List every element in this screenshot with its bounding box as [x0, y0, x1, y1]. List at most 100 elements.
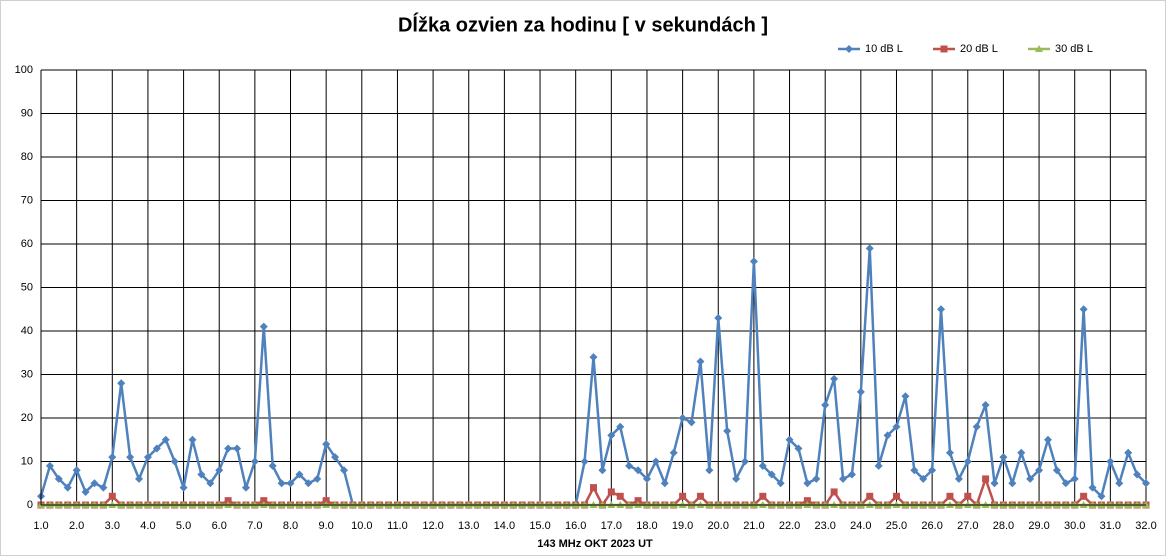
- point: [580, 457, 589, 466]
- x-tick-label: 22.0: [779, 520, 800, 532]
- point: [54, 474, 63, 483]
- point: [740, 457, 749, 466]
- x-tick-label: 21.0: [743, 520, 764, 532]
- point: [1079, 305, 1088, 314]
- x-tick-label: 8.0: [283, 520, 298, 532]
- point: [250, 457, 259, 466]
- point: [170, 457, 179, 466]
- point: [268, 461, 277, 470]
- point: [892, 492, 900, 500]
- point: [1142, 479, 1150, 488]
- point: [901, 392, 910, 401]
- point: [1017, 448, 1026, 457]
- point: [90, 479, 99, 488]
- x-tick-label: 4.0: [140, 520, 155, 532]
- x-tick-label: 24.0: [850, 520, 871, 532]
- point: [999, 453, 1008, 462]
- x-tick-label: 31.0: [1100, 520, 1121, 532]
- point: [714, 313, 723, 322]
- point: [874, 461, 883, 470]
- point: [1088, 483, 1097, 492]
- point: [589, 353, 598, 362]
- y-tick-label: 50: [21, 281, 33, 293]
- x-tick-label: 17.0: [601, 520, 622, 532]
- point: [108, 453, 117, 462]
- legend-label: 30 dB L: [1055, 43, 1093, 55]
- point: [803, 497, 811, 505]
- point: [616, 422, 625, 431]
- point: [286, 479, 295, 488]
- x-tick-label: 5.0: [176, 520, 191, 532]
- point: [803, 479, 812, 488]
- point: [634, 466, 643, 475]
- point: [331, 453, 340, 462]
- point: [945, 448, 954, 457]
- x-tick-label: 18.0: [636, 520, 657, 532]
- point: [179, 483, 188, 492]
- point: [72, 466, 81, 475]
- point: [313, 474, 322, 483]
- x-tick-label: 9.0: [319, 520, 334, 532]
- point: [1043, 435, 1052, 444]
- point: [749, 257, 758, 266]
- x-tick-label: 25.0: [886, 520, 907, 532]
- point: [883, 431, 892, 440]
- point: [830, 488, 838, 496]
- x-tick-label: 10.0: [351, 520, 372, 532]
- point: [651, 457, 660, 466]
- x-tick-label: 23.0: [814, 520, 835, 532]
- point: [687, 418, 696, 427]
- point: [1035, 466, 1044, 475]
- x-tick-label: 11.0: [387, 520, 408, 532]
- point: [660, 479, 669, 488]
- point: [241, 483, 250, 492]
- point: [634, 497, 642, 505]
- point: [866, 492, 874, 500]
- point: [910, 466, 919, 475]
- point: [206, 479, 215, 488]
- x-tick-label: 26.0: [921, 520, 942, 532]
- point: [723, 427, 732, 436]
- legend-label: 20 dB L: [960, 43, 998, 55]
- point: [1080, 492, 1088, 500]
- point: [45, 461, 54, 470]
- point: [1052, 466, 1061, 475]
- point: [679, 492, 687, 500]
- point: [972, 422, 981, 431]
- point: [705, 466, 714, 475]
- point: [892, 422, 901, 431]
- point: [642, 474, 651, 483]
- point: [197, 470, 206, 479]
- x-tick-label: 7.0: [247, 520, 262, 532]
- point: [224, 497, 232, 505]
- point: [322, 497, 330, 505]
- point: [1106, 457, 1115, 466]
- x-tick-label: 16.0: [565, 520, 586, 532]
- point: [277, 479, 286, 488]
- point: [982, 475, 990, 483]
- point: [696, 492, 704, 500]
- x-tick-label: 32.0: [1135, 520, 1156, 532]
- point: [108, 492, 116, 500]
- point: [940, 45, 948, 53]
- point: [598, 466, 607, 475]
- point: [669, 448, 678, 457]
- x-tick-label: 2.0: [69, 520, 84, 532]
- x-tick-label: 1.0: [33, 520, 48, 532]
- y-tick-label: 30: [21, 368, 33, 380]
- point: [990, 479, 999, 488]
- point: [215, 466, 224, 475]
- point: [339, 466, 348, 475]
- point: [812, 474, 821, 483]
- point: [1035, 45, 1043, 52]
- point: [678, 414, 687, 422]
- point: [776, 479, 785, 488]
- point: [1008, 479, 1017, 488]
- y-tick-label: 60: [21, 238, 33, 250]
- x-tick-label: 29.0: [1028, 520, 1049, 532]
- x-tick-label: 15.0: [529, 520, 550, 532]
- point: [1061, 479, 1070, 488]
- point: [1115, 479, 1124, 488]
- point: [135, 474, 144, 483]
- point: [1026, 474, 1035, 483]
